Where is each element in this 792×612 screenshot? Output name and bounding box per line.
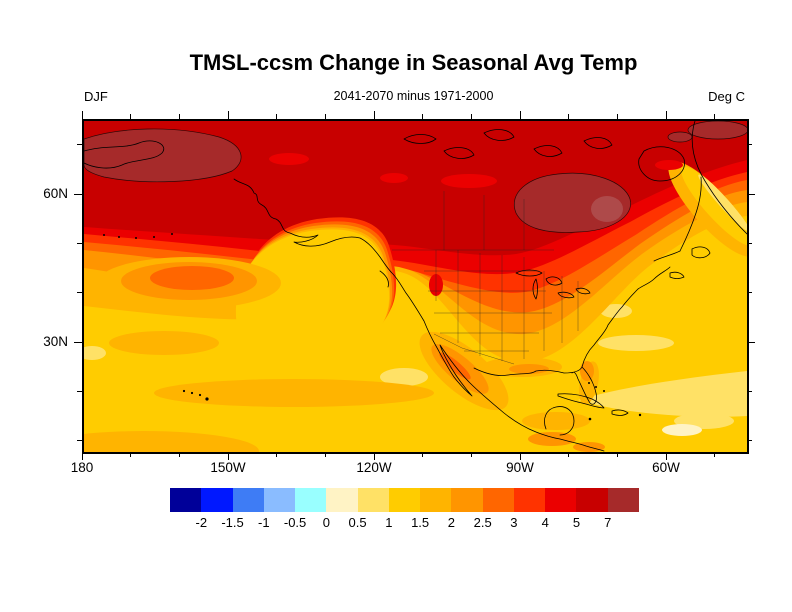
lon-tick-top	[616, 114, 618, 119]
small-islands	[103, 233, 642, 421]
colorbar-segment	[513, 488, 546, 512]
lon-tick-bottom	[276, 452, 278, 457]
coastlines	[84, 121, 747, 452]
season-label: DJF	[84, 89, 108, 104]
colorbar-boundary-label: 7	[604, 515, 612, 530]
lon-tick-bottom	[519, 452, 521, 460]
colorbar-segment	[388, 488, 421, 512]
lon-tick-bottom	[373, 452, 375, 460]
state-borders	[392, 191, 579, 365]
lat-tick-left	[74, 193, 82, 195]
contour-map	[84, 121, 747, 452]
lon-tick-top	[178, 114, 180, 119]
lon-tick-bottom	[470, 452, 472, 457]
colorbar-segment	[295, 488, 327, 512]
contour-bands	[84, 121, 747, 363]
lon-tick-bottom	[422, 452, 424, 457]
colorbar-boundary-label: 0	[322, 515, 330, 530]
units-label: Deg C	[708, 89, 745, 104]
colorbar-boundary-label: -1	[258, 515, 270, 530]
lon-tick-label: 60W	[652, 460, 680, 475]
mexico-warm-band	[419, 331, 605, 452]
lat-tick-left	[74, 341, 82, 343]
colorbar-boundary-label: 5	[572, 515, 581, 530]
colorbar-segment	[357, 488, 389, 512]
colorbar-boundary-label: 0.5	[348, 515, 367, 530]
lon-tick-bottom	[227, 452, 229, 460]
colorbar-segment	[201, 488, 233, 512]
lat-tick-label: 30N	[43, 334, 68, 349]
lat-tick-right	[747, 341, 755, 343]
lon-tick-bottom	[130, 452, 132, 457]
lon-tick-label: 150W	[210, 460, 246, 475]
lon-tick-top	[81, 111, 83, 119]
lon-tick-bottom	[324, 452, 326, 457]
lon-tick-top	[324, 114, 326, 119]
lat-tick-left	[77, 242, 82, 244]
pale-ocean-patches	[84, 304, 747, 436]
lon-tick-top	[519, 111, 521, 119]
lon-tick-bottom	[81, 452, 83, 460]
colorbar-segment	[326, 488, 358, 512]
lon-tick-top	[373, 111, 375, 119]
gulf-of-alaska-wedge	[235, 217, 397, 349]
lat-tick-right	[747, 390, 752, 392]
lon-tick-label: 180	[70, 460, 94, 475]
colorbar-boundary-label: -1.5	[221, 515, 244, 530]
lat-tick-right	[747, 242, 752, 244]
lat-tick-right	[747, 292, 752, 294]
colorbar-segment	[232, 488, 264, 512]
colorbar-segment	[420, 488, 452, 512]
period-label: 2041-2070 minus 1971-2000	[333, 89, 494, 103]
colorbar	[170, 488, 639, 512]
lon-tick-top	[130, 114, 132, 119]
colorbar-boundary-label: 3	[510, 515, 518, 530]
lon-tick-top	[665, 111, 667, 119]
lon-tick-top	[227, 111, 229, 119]
chart-title: TMSL-ccsm Change in Seasonal Avg Temp	[189, 50, 638, 75]
colorbar-segment	[545, 488, 577, 512]
colorbar-segment	[170, 488, 202, 512]
colorbar-boundary-label: 2	[447, 515, 455, 530]
arctic-red-patches	[269, 153, 683, 296]
lon-tick-bottom	[665, 452, 667, 460]
colorbar-boundary-label: -2	[195, 515, 208, 530]
colorbar-boundary-label: 2.5	[473, 515, 492, 530]
chart-subheader: DJF 2041-2070 minus 1971-2000 Deg C	[82, 89, 745, 105]
colorbar-boundary-label: 4	[541, 515, 549, 530]
colorbar-boundary-label: 1.5	[411, 515, 430, 530]
lon-tick-top	[714, 114, 716, 119]
lon-tick-bottom	[616, 452, 618, 457]
lat-tick-left	[77, 292, 82, 294]
lon-tick-label: 90W	[506, 460, 534, 475]
map-plot-area	[82, 119, 749, 454]
lat-tick-right	[747, 144, 752, 146]
lon-tick-top	[568, 114, 570, 119]
lon-tick-top	[470, 114, 472, 119]
lat-tick-left	[77, 144, 82, 146]
colorbar-segment	[607, 488, 639, 512]
lon-tick-bottom	[568, 452, 570, 457]
colorbar-segment	[576, 488, 608, 512]
lon-tick-label: 120W	[356, 460, 392, 475]
lon-tick-bottom	[714, 452, 716, 457]
lon-tick-top	[276, 114, 278, 119]
max-warming-cores	[84, 121, 747, 233]
lat-tick-left	[77, 440, 82, 442]
lat-tick-right	[747, 193, 755, 195]
colorbar-segment	[451, 488, 483, 512]
lat-tick-label: 60N	[43, 186, 68, 201]
lat-tick-left	[77, 390, 82, 392]
greenland-cool-streaks	[668, 161, 747, 257]
lon-tick-bottom	[178, 452, 180, 457]
colorbar-segment	[263, 488, 296, 512]
lat-tick-right	[747, 440, 752, 442]
lon-tick-top	[422, 114, 424, 119]
pacific-warm-blob	[97, 257, 281, 309]
south-ocean-patches	[84, 331, 562, 452]
colorbar-boundary-label: 1	[385, 515, 393, 530]
colorbar-segment	[482, 488, 514, 512]
colorbar-boundary-label: -0.5	[283, 515, 307, 530]
